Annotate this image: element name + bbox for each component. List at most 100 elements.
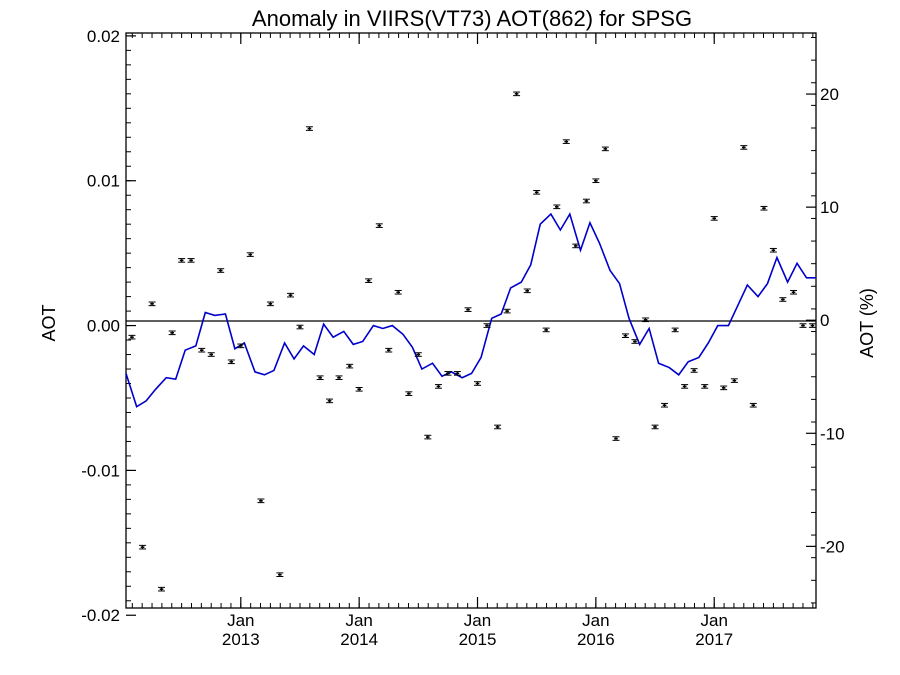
data-point <box>207 352 215 357</box>
y2-tick-label: -20 <box>820 537 845 556</box>
series-line-group <box>125 212 816 408</box>
data-point <box>217 268 225 273</box>
y-tick-label: 0.02 <box>87 27 120 46</box>
data-point <box>414 352 422 357</box>
data-point <box>503 308 511 314</box>
chart-title: Anomaly in VIIRS(VT73) AOT(862) for SPSG <box>252 6 692 31</box>
data-point <box>553 204 561 210</box>
y2-tick-label: 20 <box>820 85 839 104</box>
data-point <box>612 436 620 441</box>
data-point <box>128 334 136 340</box>
data-point <box>542 327 550 333</box>
data-points-group <box>128 91 816 592</box>
data-point <box>740 145 748 150</box>
anomaly-line <box>125 212 816 408</box>
data-point <box>671 327 679 333</box>
data-point <box>335 375 343 381</box>
data-point <box>710 216 718 221</box>
data-point <box>276 572 284 577</box>
x-tick-label-month: Jan <box>345 611 372 630</box>
x-tick-label-year: 2013 <box>222 630 260 649</box>
data-point <box>453 371 461 376</box>
data-point <box>148 301 156 307</box>
data-point <box>187 258 195 263</box>
x-tick-label-month: Jan <box>701 611 728 630</box>
data-point <box>227 359 235 365</box>
data-point <box>701 384 709 389</box>
data-point <box>661 402 669 408</box>
x-tick-label-year: 2014 <box>340 630 378 649</box>
data-point <box>730 378 738 383</box>
data-point <box>808 323 816 328</box>
data-point <box>464 307 472 312</box>
data-point <box>305 126 313 131</box>
x-tick-label-year: 2015 <box>459 630 497 649</box>
data-point <box>394 289 402 295</box>
data-point <box>483 323 491 328</box>
data-point <box>365 278 373 283</box>
data-point <box>582 198 590 204</box>
data-point <box>769 247 777 253</box>
data-point <box>749 402 757 408</box>
right-axis-ticks: -20 -10 0 10 20 <box>806 85 845 556</box>
data-point <box>158 586 166 592</box>
x-tick-label-year: 2016 <box>577 630 615 649</box>
data-point <box>434 384 442 389</box>
data-point <box>760 205 768 211</box>
data-point <box>533 190 541 195</box>
data-point <box>296 324 304 330</box>
data-point <box>592 178 600 184</box>
data-point <box>720 385 728 391</box>
data-point <box>424 434 432 440</box>
data-point <box>642 317 650 323</box>
data-point <box>444 371 452 376</box>
data-point <box>178 258 186 263</box>
data-point <box>681 384 689 389</box>
data-point <box>690 368 698 373</box>
data-point <box>513 91 521 97</box>
y2-tick-label: -10 <box>820 424 845 443</box>
y-tick-label: -0.01 <box>81 461 120 480</box>
data-point <box>287 292 295 298</box>
data-point <box>316 375 324 381</box>
x-tick-label-year: 2017 <box>695 630 733 649</box>
data-point <box>346 363 354 369</box>
y-axis-label-left: AOT <box>39 304 59 341</box>
data-point <box>198 347 206 353</box>
y2-tick-label: 0 <box>820 311 829 330</box>
data-point <box>601 146 609 152</box>
data-point <box>168 330 176 336</box>
data-point <box>266 301 274 307</box>
data-point <box>326 398 334 404</box>
data-point <box>474 381 482 386</box>
y-axis-label-right: AOT (%) <box>857 288 877 358</box>
data-point <box>246 252 254 257</box>
data-point <box>523 288 531 294</box>
x-tick-label-month: Jan <box>582 611 609 630</box>
data-point <box>621 333 629 339</box>
data-point <box>385 347 393 353</box>
data-point <box>494 424 502 430</box>
data-point <box>375 223 383 228</box>
data-point <box>237 343 245 349</box>
data-point <box>631 339 639 344</box>
data-point <box>572 243 580 249</box>
data-point <box>139 544 147 550</box>
data-point <box>405 391 413 396</box>
data-point <box>799 323 807 328</box>
data-point <box>651 424 659 430</box>
y-tick-label: 0.01 <box>87 172 120 191</box>
y2-tick-label: 10 <box>820 198 839 217</box>
left-axis-ticks: -0.02 -0.01 0.00 0.01 0.02 <box>81 27 136 625</box>
minor-ticks <box>126 33 816 608</box>
data-point <box>779 297 787 302</box>
x-tick-label-month: Jan <box>227 611 254 630</box>
data-point <box>257 498 265 504</box>
x-tick-label-month: Jan <box>464 611 491 630</box>
data-point <box>355 387 363 392</box>
y-tick-label: -0.02 <box>81 606 120 625</box>
data-point <box>562 139 570 144</box>
data-point <box>790 289 798 295</box>
